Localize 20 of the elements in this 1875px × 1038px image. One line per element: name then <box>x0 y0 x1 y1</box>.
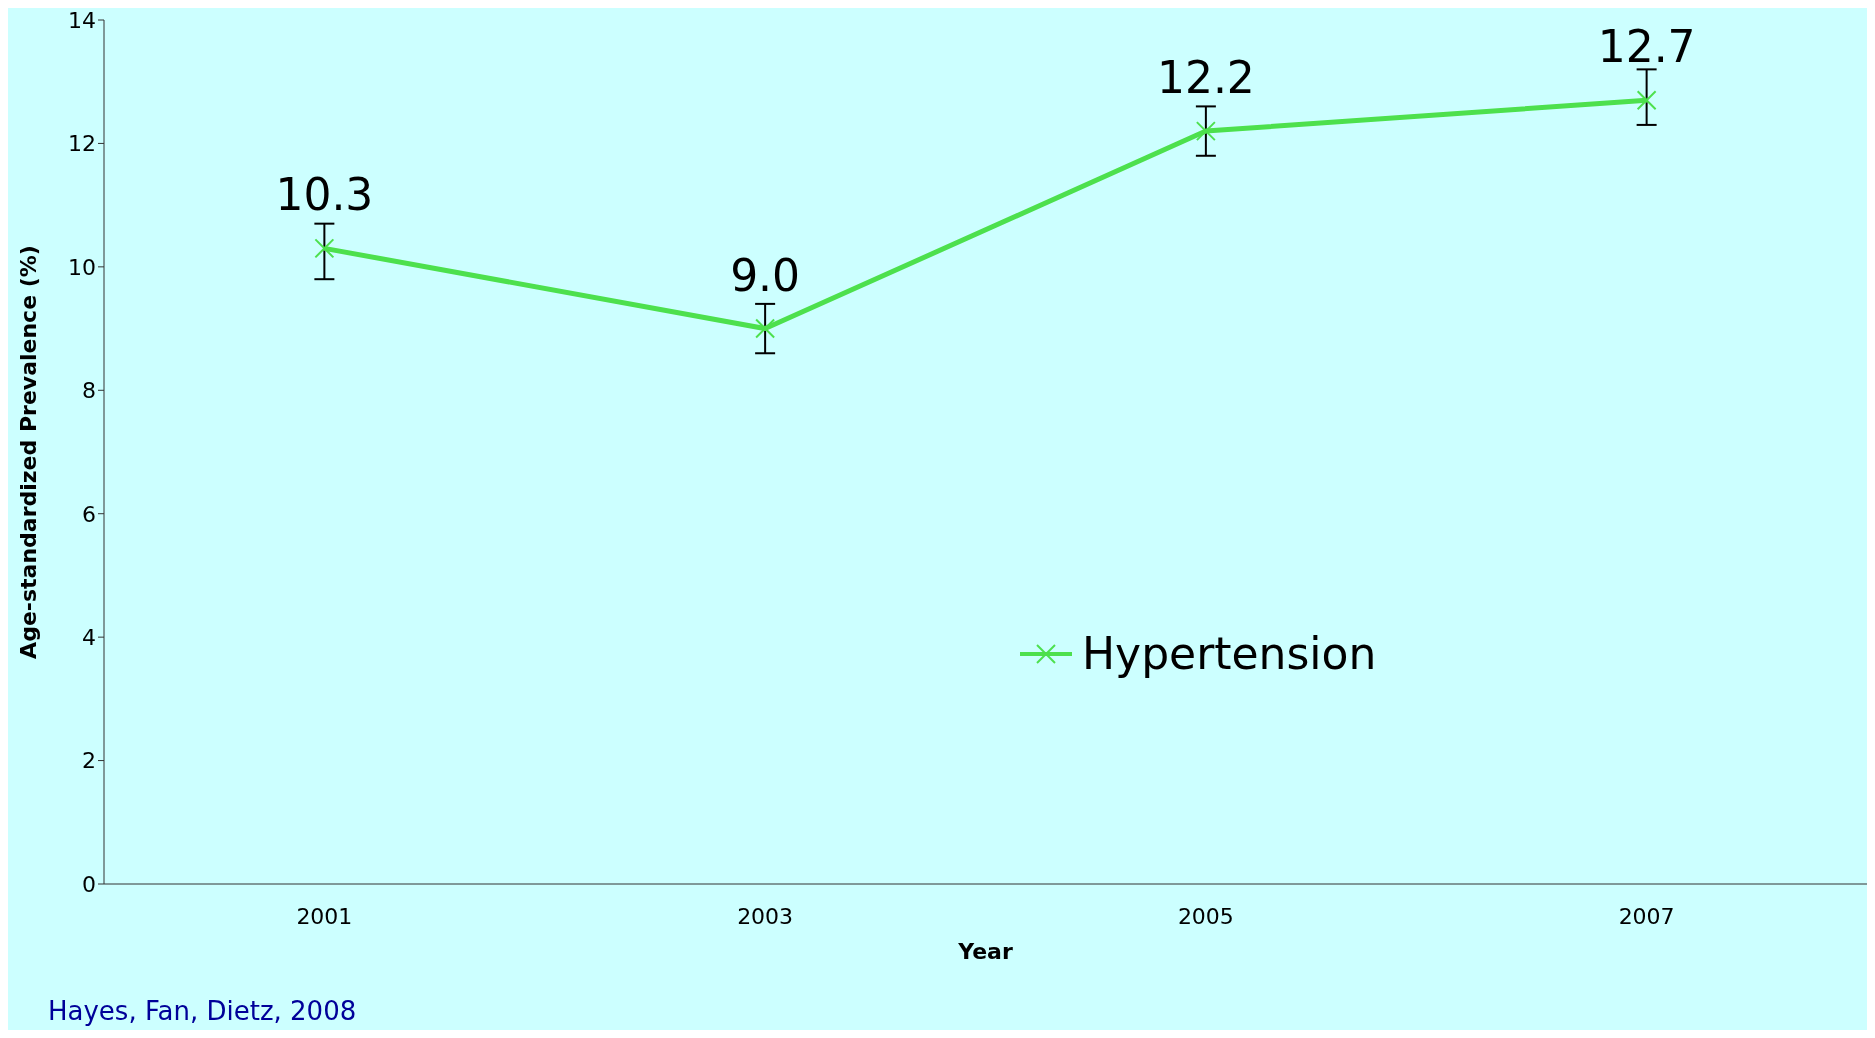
y-tick-label: 8 <box>82 378 96 404</box>
y-tick-label: 12 <box>68 131 96 157</box>
y-tick-label: 2 <box>82 748 96 774</box>
y-tick-label: 6 <box>82 501 96 527</box>
x-axis-title: Year <box>957 939 1013 964</box>
x-tick-label: 2001 <box>296 903 353 929</box>
x-tick-label: 2007 <box>1618 903 1675 929</box>
y-tick-label: 14 <box>68 7 96 33</box>
y-tick-label: 4 <box>82 624 96 650</box>
legend-label: Hypertension <box>1082 628 1377 679</box>
data-label: 9.0 <box>730 249 801 301</box>
x-tick-label: 2003 <box>737 903 794 929</box>
text: Hayes, Fan, Dietz, 2008 <box>48 996 357 1026</box>
x-tick-label: 2005 <box>1177 903 1234 929</box>
data-label: 10.3 <box>275 169 374 221</box>
y-tick-label: 10 <box>68 254 96 280</box>
y-tick-label: 0 <box>82 871 96 897</box>
data-label: 12.2 <box>1156 52 1255 104</box>
y-axis-title: Age-standardized Prevalence (%) <box>15 245 41 659</box>
data-label: 12.7 <box>1597 21 1696 73</box>
